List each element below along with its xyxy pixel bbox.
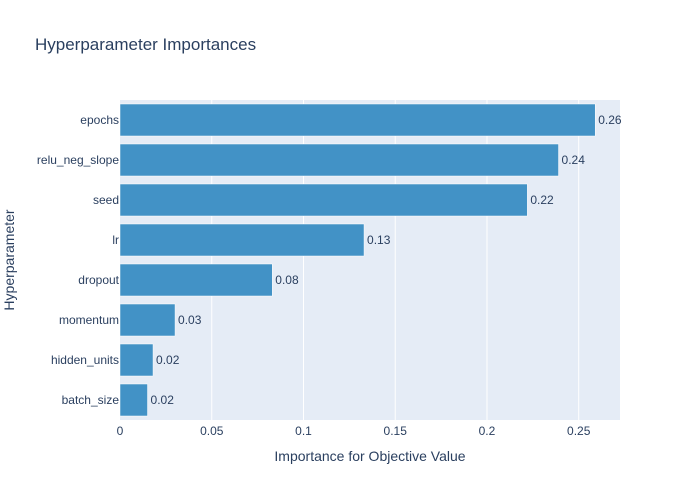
bar-value-label: 0.02 <box>156 353 180 367</box>
bar-value-label: 0.22 <box>530 193 554 207</box>
bar-epochs[interactable] <box>119 103 596 137</box>
x-tick-label: 0.2 <box>479 424 496 438</box>
bar-hidden-units[interactable] <box>119 343 154 377</box>
bar-value-label: 0.08 <box>275 273 299 287</box>
x-axis-title: Importance for Objective Value <box>274 448 465 464</box>
y-tick-label: batch_size <box>62 393 120 407</box>
y-tick-label: relu_neg_slope <box>37 153 119 167</box>
y-axis-title: Hyperparameter <box>1 209 17 310</box>
x-tick-label: 0 <box>117 424 124 438</box>
bar-value-label: 0.26 <box>598 113 622 127</box>
y-tick-label: hidden_units <box>51 353 119 367</box>
bar-batch-size[interactable] <box>119 383 148 417</box>
y-tick-label: momentum <box>59 313 119 327</box>
bar-value-labels: 0.26 0.24 0.22 0.13 0.08 0.03 0.02 0.02 <box>151 113 622 407</box>
y-tick-label: seed <box>93 193 119 207</box>
x-tick-label: 0.25 <box>567 424 591 438</box>
bar-momentum[interactable] <box>119 303 176 337</box>
bar-value-label: 0.02 <box>151 393 175 407</box>
bars <box>119 103 596 417</box>
chart-title: Hyperparameter Importances <box>35 35 256 54</box>
y-tick-label: dropout <box>78 273 119 287</box>
y-tick-label: lr <box>112 233 119 247</box>
x-tick-labels: 0 0.05 0.1 0.15 0.2 0.25 <box>117 424 591 438</box>
bar-value-label: 0.13 <box>367 233 391 247</box>
y-tick-label: epochs <box>80 113 119 127</box>
bar-value-label: 0.03 <box>178 313 202 327</box>
x-tick-label: 0.1 <box>295 424 312 438</box>
x-tick-label: 0.15 <box>384 424 408 438</box>
bar-value-label: 0.24 <box>562 153 586 167</box>
x-tick-label: 0.05 <box>200 424 224 438</box>
bar-lr[interactable] <box>119 223 365 257</box>
bar-seed[interactable] <box>119 183 528 217</box>
bar-relu-neg-slope[interactable] <box>119 143 559 177</box>
bar-dropout[interactable] <box>119 263 273 297</box>
